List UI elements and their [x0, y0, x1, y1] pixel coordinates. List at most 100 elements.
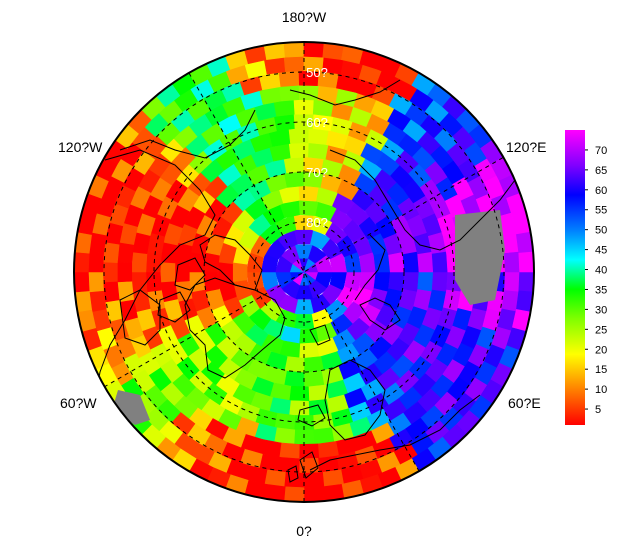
field-cell	[288, 128, 310, 144]
field-cell	[273, 427, 296, 445]
field-cell	[303, 472, 325, 488]
longitude-labels: 180?W 120?W 120?E 60?W 60?E 0?	[58, 9, 546, 539]
field-cell	[298, 199, 319, 217]
field-cell	[117, 241, 135, 264]
lon-label-upper-right: 120?E	[506, 139, 546, 155]
field-cell	[417, 271, 434, 293]
field-cell	[504, 251, 520, 273]
field-cell	[298, 342, 320, 359]
field-cell	[160, 261, 176, 283]
field-cell	[284, 171, 305, 188]
colorbar-tick-label: 45	[595, 245, 607, 257]
field-cell	[431, 251, 449, 273]
parallel-circle-50	[103, 71, 505, 473]
colorbar-tick-label: 55	[595, 205, 607, 217]
field-cell	[117, 261, 133, 283]
colorbar-tick-label: 10	[595, 384, 607, 396]
field-cell	[308, 399, 330, 416]
lat-label-50: 50?	[306, 65, 328, 80]
colorbar-tick-label: 35	[595, 284, 607, 296]
colorbar-tick-label: 5	[595, 404, 601, 416]
lon-label-upper-left: 120?W	[58, 139, 103, 155]
coastline-north-america	[94, 149, 216, 401]
missing-data-patch	[455, 210, 505, 305]
field-cell	[322, 469, 344, 488]
field-cell	[88, 232, 107, 254]
field-cell	[218, 261, 233, 283]
field-cell	[274, 113, 296, 132]
field-cell	[145, 271, 162, 293]
field-cell	[88, 271, 104, 293]
field-cell	[288, 142, 310, 159]
field-cell	[303, 370, 325, 388]
field-cell	[74, 271, 90, 293]
field-cell	[273, 99, 296, 117]
field-cell	[504, 271, 520, 293]
coastline-siberia	[329, 149, 516, 251]
coastline-alaska	[119, 109, 256, 159]
field-cell	[518, 271, 534, 293]
field-cell	[102, 241, 120, 263]
field-cell	[283, 486, 305, 502]
field-cell	[88, 251, 104, 273]
field-cell	[303, 42, 325, 58]
colorbar-ticks: 5 10 15 20 25 30 35 40 45 50 55 60 65 70	[585, 145, 607, 416]
lat-label-70: 70?	[306, 165, 328, 180]
colorbar-tick-label: 70	[595, 145, 607, 157]
parallel-circle-70	[203, 171, 405, 373]
field-cell	[431, 271, 449, 293]
colorbar-tick-label: 40	[595, 265, 607, 277]
lon-label-top: 180?W	[282, 9, 327, 25]
colorbar-tick-label: 25	[595, 324, 607, 336]
data-field	[74, 42, 534, 502]
colorbar-tick-label: 30	[595, 304, 607, 316]
field-cell	[417, 251, 434, 273]
lon-label-bottom: 0?	[296, 523, 312, 539]
field-cell	[298, 185, 320, 202]
field-cell	[283, 156, 305, 174]
field-cell	[284, 356, 305, 373]
coastline-greenland	[184, 277, 286, 379]
field-cell	[88, 290, 107, 312]
field-cell	[501, 290, 520, 312]
field-cell	[402, 251, 420, 273]
field-cell	[308, 142, 329, 160]
field-cell	[303, 486, 325, 502]
coastline-canadian-archipelago	[157, 234, 263, 323]
field-cell	[131, 251, 148, 273]
field-cell	[402, 271, 420, 293]
colorbar-tick-label: 50	[595, 225, 607, 237]
parallel-circle-80	[253, 221, 355, 323]
coastline-taymyr	[354, 234, 386, 301]
field-cell	[283, 56, 305, 72]
field-cell	[283, 42, 305, 58]
lon-label-lower-left: 60?W	[60, 395, 97, 411]
coastline-novaya-zemlya	[359, 297, 401, 331]
field-cell	[317, 85, 339, 103]
lon-label-lower-right: 60?E	[508, 395, 541, 411]
field-cell	[117, 280, 135, 303]
coastline-svalbard	[309, 324, 331, 346]
field-cell	[232, 261, 248, 283]
field-cell	[312, 427, 335, 445]
lat-label-80: 80?	[306, 215, 328, 230]
colorbar: 5 10 15 20 25 30 35 40 45 50 55 60 65 70	[565, 130, 607, 425]
meridian-120	[103, 156, 505, 388]
field-cell	[359, 252, 377, 273]
coastline-chukotka	[289, 79, 401, 106]
field-cell	[274, 412, 296, 431]
field-cell	[308, 128, 330, 145]
field-cell	[131, 271, 148, 293]
latitude-labels: 50? 60? 70? 80?	[306, 65, 328, 230]
lat-label-60: 60?	[306, 115, 328, 130]
field-cell	[312, 99, 335, 117]
field-cell	[264, 56, 286, 75]
field-cell	[298, 443, 320, 460]
colorbar-gradient	[565, 130, 585, 425]
field-cell	[317, 441, 339, 459]
graticule	[103, 42, 505, 502]
field-cell	[278, 442, 300, 460]
field-cell	[518, 251, 534, 273]
field-cell	[264, 469, 286, 488]
